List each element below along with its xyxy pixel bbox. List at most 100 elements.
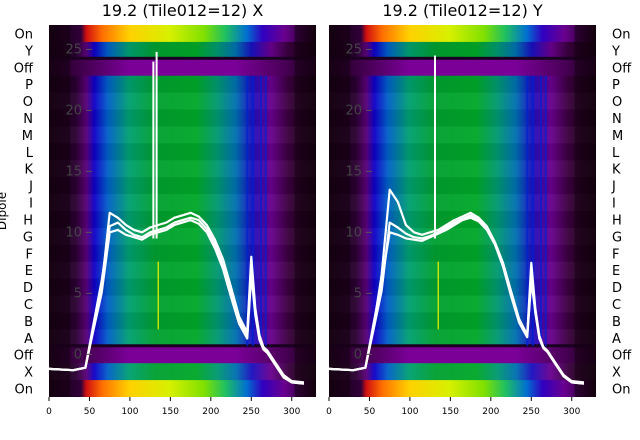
overlay-tick-label: 10 [65, 225, 82, 240]
row-label: J [611, 180, 616, 195]
overlay-tick-label: 0 [354, 347, 362, 362]
row-label: B [612, 315, 621, 330]
heatmap-row [329, 329, 596, 347]
overlay-line [328, 214, 585, 385]
row-label: I [29, 197, 33, 212]
row-label: On [15, 383, 33, 398]
heatmap-row [49, 126, 316, 144]
heatmap-row-on [329, 25, 596, 42]
overlay-tick-label: 25 [65, 42, 82, 57]
heatmap-row [49, 160, 316, 178]
overlay-line [48, 219, 305, 385]
edge-shade [294, 25, 316, 397]
row-label: M [22, 129, 33, 144]
heatmap-row [49, 261, 316, 279]
heatmap-row [49, 329, 316, 347]
overlay-tick-label: 25 [345, 42, 362, 57]
heatmap-row [49, 109, 316, 127]
overlay-tick-label: 10 [345, 225, 362, 240]
row-label: K [612, 163, 621, 178]
row-label: Off [612, 349, 632, 364]
heatmap-row [49, 143, 316, 161]
row-label: On [612, 383, 630, 398]
heatmap-row [49, 244, 316, 262]
x-tick-label: 150 [442, 407, 459, 417]
edge-shade [49, 25, 71, 397]
x-tick-label: 300 [563, 407, 580, 417]
heatmap-row [49, 177, 316, 195]
row-label: X [612, 366, 621, 381]
heatmap-row-on [49, 380, 316, 397]
row-label: D [612, 281, 622, 296]
heatmap-row [49, 227, 316, 245]
heatmap-row [329, 244, 596, 262]
row-label: H [23, 213, 33, 228]
edge-shade [574, 25, 596, 397]
heatmap-row [329, 160, 596, 178]
x-tick-label: 200 [482, 407, 499, 417]
x-tick-label: 100 [121, 407, 138, 417]
heatmap-row [49, 92, 316, 110]
row-separator [329, 56, 596, 60]
heatmap-row [329, 194, 596, 211]
row-label: C [612, 298, 621, 313]
overlay-tick-label: 0 [74, 347, 82, 362]
row-label: F [612, 247, 619, 262]
heatmap-row [49, 363, 316, 381]
row-label: P [25, 78, 33, 93]
overlay-tick-label: 15 [65, 164, 82, 179]
heatmap-row [329, 92, 596, 110]
row-label: E [25, 264, 33, 279]
x-tick-label: 0 [326, 407, 332, 417]
overlay-tick-label: 5 [74, 286, 82, 301]
overlay-tick-label: 20 [345, 103, 362, 118]
row-label: L [612, 146, 620, 161]
heatmap-row [49, 194, 316, 211]
row-label: J [28, 180, 33, 195]
heatmap-row [329, 295, 596, 313]
row-label: Off [14, 349, 34, 364]
row-label: O [23, 95, 33, 110]
heatmap-row [329, 41, 596, 59]
row-label: O [612, 95, 622, 110]
x-tick-label: 250 [243, 407, 260, 417]
heatmap-row [329, 75, 596, 93]
row-separator [49, 344, 316, 348]
row-label: L [26, 146, 34, 161]
row-label: G [23, 230, 33, 245]
row-label: D [23, 281, 33, 296]
row-label: P [612, 78, 620, 93]
x-tick-label: 300 [283, 407, 300, 417]
heatmap-row [329, 177, 596, 195]
row-label: Off [612, 61, 632, 76]
x-tick-label: 0 [46, 407, 52, 417]
x-tick-label: 100 [401, 407, 418, 417]
row-label: C [24, 298, 33, 313]
x-tick-label: 150 [162, 407, 179, 417]
heatmap-row [329, 143, 596, 161]
heatmap-row [329, 261, 596, 279]
edge-shade [329, 25, 351, 397]
row-label: Off [14, 61, 34, 76]
row-label: X [24, 366, 33, 381]
chart-title: 19.2 (Tile012=12) Y [382, 1, 543, 20]
row-label: Y [24, 44, 33, 59]
row-label: I [612, 197, 616, 212]
overlay-tick-label: 20 [65, 103, 82, 118]
x-tick-label: 200 [202, 407, 219, 417]
row-label: B [24, 315, 33, 330]
row-label: K [24, 163, 33, 178]
row-label: G [612, 230, 622, 245]
row-label: E [612, 264, 620, 279]
heatmap-row-on [329, 380, 596, 397]
row-label: A [24, 332, 33, 347]
heatmap-row [49, 41, 316, 59]
overlay-tick-label: 15 [345, 164, 362, 179]
row-label: N [612, 112, 622, 127]
row-label: F [26, 247, 33, 262]
row-label: Y [611, 44, 620, 59]
row-separator [49, 56, 316, 60]
row-label: N [23, 112, 33, 127]
